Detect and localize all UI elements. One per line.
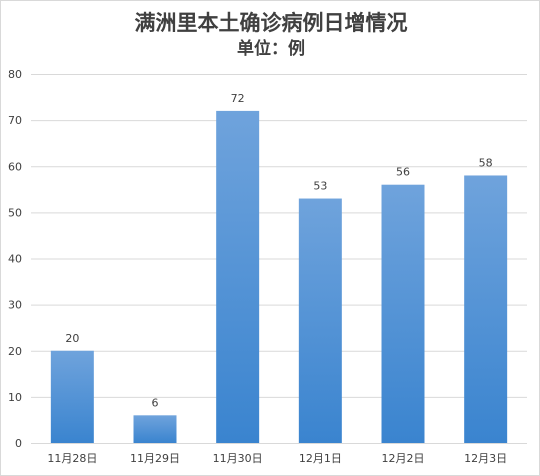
- y-axis-ticks: 0 10 20 30 40 50 60 70 80: [8, 68, 22, 450]
- y-tick-label: 50: [8, 206, 22, 219]
- data-label: 53: [313, 180, 327, 193]
- data-label: 72: [231, 92, 245, 105]
- x-axis-ticks: 11月28日 11月29日 11月30日 12月1日 12月2日 12月3日: [47, 452, 507, 465]
- bar: [50, 350, 94, 443]
- y-tick-label: 10: [8, 391, 22, 404]
- bar: [381, 184, 425, 443]
- data-label: 56: [396, 166, 410, 179]
- x-tick-label: 11月30日: [213, 452, 263, 465]
- y-tick-label: 20: [8, 345, 22, 358]
- bar: [464, 175, 508, 443]
- x-tick-label: 12月1日: [299, 452, 342, 465]
- x-tick-label: 11月28日: [47, 452, 97, 465]
- data-label: 20: [65, 332, 79, 345]
- x-tick-label: 12月3日: [464, 452, 507, 465]
- data-label: 6: [152, 396, 159, 409]
- gridlines: [31, 74, 527, 444]
- y-tick-label: 40: [8, 253, 22, 266]
- bar: [298, 198, 342, 443]
- x-tick-label: 11月29日: [130, 452, 180, 465]
- chart-subtitle: 单位：例: [237, 39, 305, 59]
- data-label: 58: [479, 156, 493, 169]
- y-tick-label: 60: [8, 160, 22, 173]
- y-tick-label: 30: [8, 299, 22, 312]
- y-tick-label: 0: [15, 437, 22, 450]
- y-tick-label: 70: [8, 114, 22, 127]
- bar: [216, 110, 260, 444]
- y-tick-label: 80: [8, 68, 22, 81]
- chart-title: 满洲里本土确诊病例日增情况: [134, 11, 408, 35]
- x-tick-label: 12月2日: [382, 452, 425, 465]
- bars: [50, 110, 508, 444]
- data-labels: 20 6 72 53 56 58: [65, 92, 492, 409]
- bar: [133, 415, 177, 443]
